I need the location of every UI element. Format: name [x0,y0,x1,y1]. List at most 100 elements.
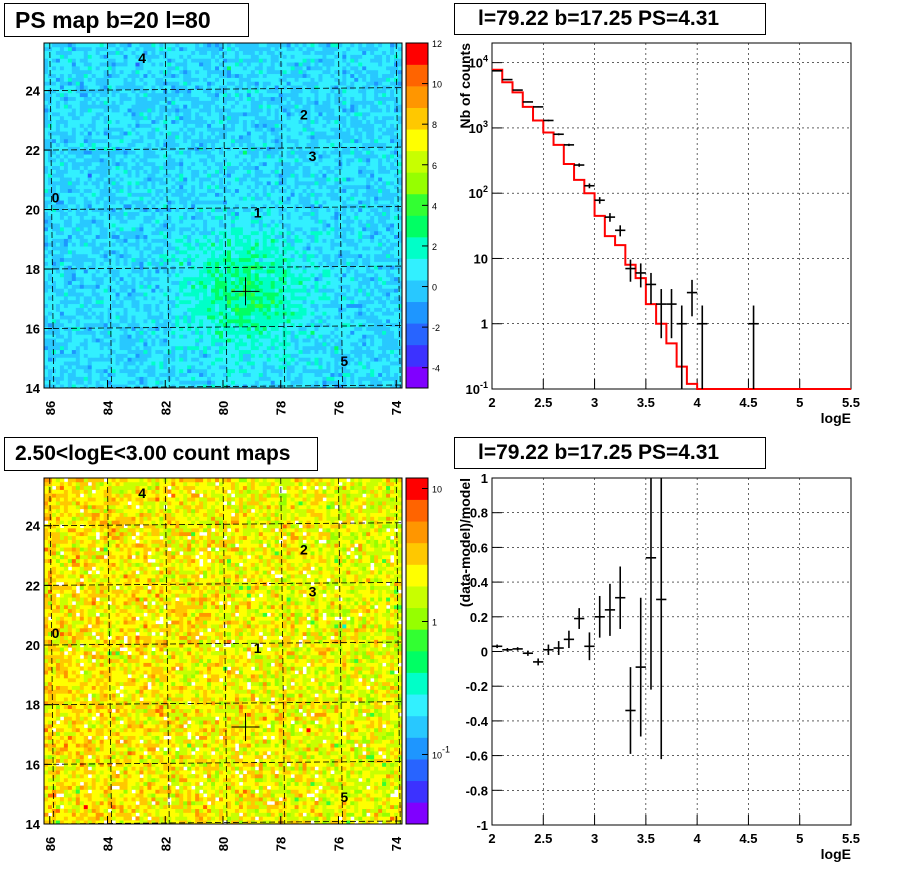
heatmap-cell [183,188,188,193]
heatmap-cell [207,184,212,190]
heatmap-cell [131,108,136,113]
heatmap-cell [155,372,160,377]
heatmap-cell [242,131,248,136]
heatmap-cell [179,46,184,52]
heatmap-cell [234,112,240,117]
heatmap-cell [175,92,180,98]
heatmap-cell [151,303,156,308]
heatmap-cell [246,43,252,48]
heatmap-cell [71,135,77,140]
heatmap-cell [254,384,260,389]
heatmap-cell [234,326,240,331]
heatmap-cell [135,204,140,209]
heatmap-cell [226,292,232,297]
heatmap-cell [195,62,200,67]
heatmap-cell [234,238,240,243]
heatmap-cell [107,173,113,178]
heatmap-cell [183,296,188,301]
heatmap-cell [67,188,73,193]
heatmap-cell [246,169,252,174]
heatmap-cell [167,227,172,232]
heatmap-cell [223,158,228,163]
heatmap-cell [171,131,176,136]
heatmap-cell [191,349,196,354]
heatmap-cell [223,280,228,285]
heatmap-cell [127,330,132,335]
heatmap-cell [151,123,156,128]
heatmap-cell [230,112,236,117]
heatmap-cell [107,273,113,278]
heatmap-cell [207,322,212,328]
heatmap-cell [147,81,152,86]
heatmap-cell [155,253,160,259]
heatmap-cell [179,108,184,113]
heatmap-cell [91,322,97,328]
heatmap-cell [226,242,232,247]
heatmap-cell [171,54,176,59]
heatmap-cell [131,349,136,354]
heatmap-cell [254,150,260,155]
heatmap-cell [135,288,140,293]
heatmap-cell [234,104,240,109]
heatmap-cell [203,200,208,205]
heatmap-cell [246,142,252,147]
heatmap-cell [211,276,216,282]
heatmap-cell [219,62,224,67]
heatmap-cell [115,92,120,98]
heatmap-cell [139,184,144,190]
heatmap-cell [234,334,240,339]
heatmap-cell [103,204,109,209]
heatmap-cell [163,326,168,331]
heatmap-cell [59,196,65,201]
heatmap-cell [246,303,252,308]
heatmap-cell [238,177,244,182]
heatmap-cell [187,238,192,243]
heatmap-cell [238,307,244,312]
heatmap-cell [55,158,61,163]
heatmap-cell [155,169,160,174]
heatmap-cell [71,345,77,351]
heatmap-cell [91,89,97,94]
heatmap-cell [123,85,128,90]
heatmap-cell [67,50,73,55]
heatmap-cell [238,200,244,205]
heatmap-cell [219,280,224,285]
heatmap-cell [187,276,192,282]
heatmap-cell [187,62,192,67]
heatmap-cell [63,177,69,182]
heatmap-cell [103,292,109,297]
heatmap-cell [91,284,97,289]
heatmap-cell [131,238,136,243]
heatmap-cell [207,326,212,331]
heatmap-cell [143,265,148,270]
heatmap-cell [226,58,232,63]
heatmap-cell [51,119,57,124]
heatmap-cell [55,361,61,366]
heatmap-cell [143,100,148,105]
heatmap-cell [47,342,53,347]
heatmap-cell [254,112,260,117]
heatmap-cell [115,112,120,117]
heatmap-cell [246,257,252,262]
heatmap-cell [123,81,128,86]
heatmap-cell [103,108,109,113]
heatmap-cell [123,280,128,285]
heatmap-cell [238,104,244,109]
heatmap-cell [254,58,260,63]
heatmap-cell [127,108,132,113]
heatmap-cell [191,58,196,63]
heatmap-cell [223,357,228,362]
heatmap-cell [103,311,109,316]
heatmap-cell [103,296,109,301]
heatmap-cell [131,342,136,347]
heatmap-cell [119,154,124,159]
heatmap-cell [226,296,232,301]
heatmap-cell [79,361,85,366]
heatmap-cell [250,46,256,52]
heatmap-cell [258,204,264,209]
heatmap-cell [139,280,144,285]
heatmap-cell [226,288,232,293]
heatmap-cell [246,276,252,282]
heatmap-cell [71,46,77,52]
heatmap-cell [51,353,57,358]
